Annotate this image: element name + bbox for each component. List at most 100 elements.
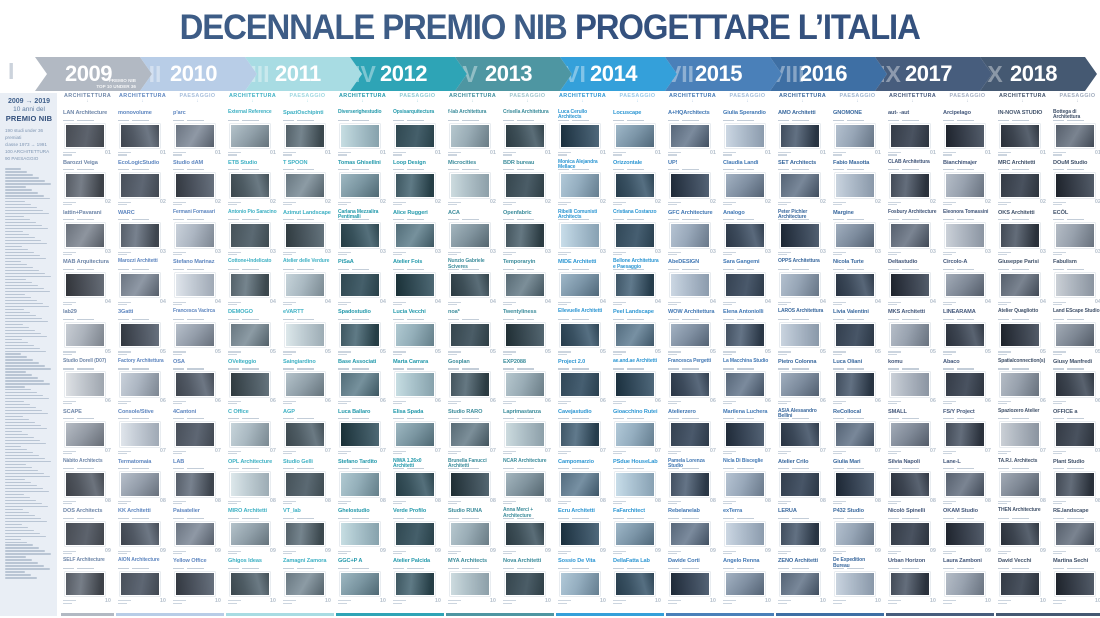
entry-meta-lines bbox=[283, 517, 332, 521]
entry-meta-lines bbox=[228, 218, 277, 222]
entry-cell: AS/A Alessandro Bellini 07 bbox=[778, 408, 827, 458]
entry-footer-lines bbox=[448, 251, 461, 256]
entry-footer: 07 bbox=[888, 448, 937, 455]
winner-name-line bbox=[5, 216, 24, 218]
entry-meta-lines bbox=[173, 268, 222, 272]
entry-meta-lines bbox=[613, 318, 662, 322]
entry-meta-lines bbox=[118, 168, 167, 172]
studio-name: Opsisarquitectura bbox=[393, 109, 435, 115]
studio-photo bbox=[945, 322, 985, 348]
entry-footer-lines bbox=[63, 251, 76, 256]
entry-rank-number: 10 bbox=[489, 597, 496, 604]
winner-name-line bbox=[5, 219, 30, 221]
sidebar: 2009 → 2019 10 anni del PREMIO NIB 190 s… bbox=[0, 93, 57, 617]
entry-cell: KK Architetti 09 bbox=[118, 507, 167, 557]
entry-meta-lines bbox=[448, 467, 497, 471]
entry-cell: Davide Corti 10 bbox=[668, 557, 717, 607]
studio-photo bbox=[230, 272, 270, 298]
entry-cell: ACA 03 bbox=[448, 209, 497, 259]
entry-cell: Monica Alejandra Mellace 02 bbox=[558, 159, 607, 209]
winner-name-line bbox=[5, 547, 39, 549]
studio-name: EXP2088 bbox=[503, 358, 526, 365]
entry-cell: SELF Architecture 10 bbox=[63, 557, 112, 607]
entry-footer-lines bbox=[393, 350, 406, 355]
entry-cell: Orizzontale 02 bbox=[613, 159, 662, 209]
winner-name-line bbox=[5, 484, 37, 486]
entry-rank-number: 04 bbox=[104, 298, 111, 305]
entry-cell: Bianchimajer 02 bbox=[943, 159, 992, 209]
studio-photo bbox=[890, 372, 930, 397]
entry-footer-lines bbox=[888, 350, 901, 355]
winner-name-line bbox=[5, 478, 25, 481]
entry-footer: 01 bbox=[283, 150, 332, 156]
entry-cell: Francesca Vacirca 05 bbox=[173, 308, 222, 358]
entry-rank-number: 05 bbox=[599, 348, 606, 355]
entry-footer: 02 bbox=[888, 199, 937, 206]
entry-cell: Martina Sechi 10 bbox=[1053, 557, 1100, 607]
entry-rank-number: 03 bbox=[984, 249, 991, 256]
winner-name-line bbox=[5, 407, 36, 409]
entry-footer-lines bbox=[668, 599, 681, 604]
studio-photo bbox=[120, 322, 160, 348]
entry-footer-lines bbox=[173, 500, 186, 505]
studio-photo bbox=[835, 372, 875, 397]
year-color-bar bbox=[996, 613, 1100, 617]
entry-footer-lines bbox=[998, 301, 1011, 305]
winner-name-line bbox=[5, 490, 49, 492]
roman-numeral: X bbox=[987, 60, 1003, 87]
entry-footer-lines bbox=[943, 550, 956, 554]
studio-name: Atelier Quagliotto bbox=[998, 308, 1039, 315]
column-header: PAESAGGIO ↓ bbox=[613, 93, 662, 109]
studio-photo bbox=[670, 521, 710, 547]
entry-footer-lines bbox=[503, 350, 516, 355]
entry-rank-number: 08 bbox=[1039, 498, 1046, 505]
entry-footer-lines bbox=[943, 350, 956, 355]
column-header-label: ARCHITETTURA bbox=[778, 93, 827, 99]
studio-photo bbox=[615, 422, 655, 447]
entry-footer-lines bbox=[393, 500, 406, 505]
entry-cell: VT_lab 09 bbox=[283, 507, 332, 557]
studio-name: Lucia Vecchi bbox=[393, 309, 426, 316]
studio-photo bbox=[835, 223, 875, 248]
entry-rank-number: 09 bbox=[544, 547, 551, 554]
winner-name-line bbox=[5, 252, 34, 254]
entry-meta-lines bbox=[613, 517, 662, 521]
entry-cell: Studio Dorell (D07) 06 bbox=[63, 358, 112, 408]
studio-name: Ribelli Comunisti Architects bbox=[558, 208, 598, 220]
column-2012-paesaggio: PAESAGGIO ↓ Opsisarquitectura 01 Loop Design… bbox=[393, 93, 442, 617]
entry-meta-lines bbox=[448, 567, 497, 571]
entry-footer: 04 bbox=[613, 299, 662, 305]
studio-photo bbox=[780, 521, 820, 547]
studio-name: Sara Gangemi bbox=[723, 259, 760, 266]
entry-meta-lines bbox=[228, 318, 277, 322]
entry-footer: 10 bbox=[503, 598, 552, 604]
entry-rank-number: 05 bbox=[1094, 348, 1100, 355]
entry-cell: External Reference 01 bbox=[228, 109, 277, 159]
entry-cell: David Vecchi 10 bbox=[998, 557, 1047, 607]
entry-footer-lines bbox=[338, 151, 351, 156]
entry-cell: Angelo Renna 10 bbox=[723, 557, 772, 607]
year-group-2011: ARCHITETTURA ↓ External Reference 01 ETB Stu… bbox=[225, 93, 335, 617]
entry-meta-lines bbox=[778, 567, 827, 571]
winner-name-line bbox=[5, 523, 22, 525]
winner-name-line bbox=[5, 365, 45, 367]
studio-photo bbox=[65, 472, 105, 497]
entry-footer-lines bbox=[888, 550, 901, 554]
studio-photo bbox=[890, 422, 930, 447]
entry-footer: 06 bbox=[393, 398, 442, 405]
entry-cell: Ellevuelle Architetti 05 bbox=[558, 308, 607, 358]
column-header: ARCHITETTURA ↓ bbox=[778, 93, 827, 109]
studio-name: Console/Stive bbox=[118, 408, 154, 415]
column-header: ARCHITETTURA ↓ bbox=[118, 93, 167, 109]
entry-footer: 10 bbox=[558, 598, 607, 604]
entry-footer: 05 bbox=[118, 349, 167, 355]
winner-name-line bbox=[5, 538, 21, 540]
studio-name: Studio RARO bbox=[448, 408, 483, 415]
studio-photo bbox=[340, 372, 380, 397]
entry-footer-lines bbox=[888, 151, 901, 156]
entry-cell: Stefano Tardito 08 bbox=[338, 458, 387, 508]
studio-photo bbox=[835, 422, 875, 447]
year-color-bar bbox=[666, 613, 774, 617]
entry-rank-number: 02 bbox=[159, 199, 166, 206]
entry-cell: Atelier Palcida 10 bbox=[393, 557, 442, 607]
